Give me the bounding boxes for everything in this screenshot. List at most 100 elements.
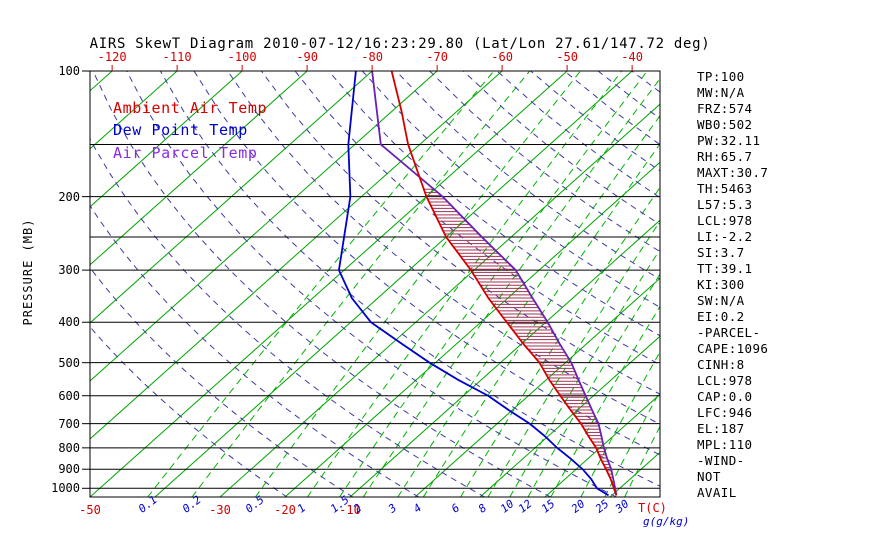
isotherm-line — [479, 335, 660, 497]
mixing-ratio-line — [550, 305, 660, 497]
readout-line: LFC:946 — [697, 405, 753, 420]
mixing-ratio-line — [306, 71, 623, 497]
readout-line: MPL:110 — [697, 437, 753, 452]
legend-dew-point-temp: Dew Point Temp — [113, 121, 248, 139]
top-temp-tick-label: -80 — [361, 50, 383, 64]
mixing-ratio-line — [397, 114, 660, 497]
dry-adiabat-line — [90, 204, 420, 497]
isotherm-line — [154, 71, 633, 497]
readout-line: NOT — [697, 469, 721, 484]
dry-adiabat-line — [395, 71, 660, 280]
mixing-ratio-line — [460, 186, 660, 497]
bottom-temp-tick-label: -10 — [339, 503, 361, 517]
bottom-temp-tick-label: -30 — [209, 503, 231, 517]
mixing-ratio-line — [147, 71, 495, 497]
top-temp-tick-label: -120 — [97, 50, 127, 64]
sounding-readout-panel: TP:100 MW:N/A FRZ:574 WB0:502 PW:32.11 RH:65.… — [697, 69, 768, 501]
isotherm-line — [90, 71, 178, 150]
bottom-temp-tick-label: -20 — [274, 503, 296, 517]
mixing-ratio-unit-label: g(g/kg) — [643, 515, 690, 528]
pressure-axis-title: PRESSURE (MB) — [21, 218, 35, 326]
dry-adiabat-line — [92, 71, 552, 497]
mixing-ratio-line — [362, 77, 660, 497]
dry-adiabat-line — [90, 137, 486, 497]
readout-line: SW:N/A — [697, 293, 745, 308]
isotherm-line — [90, 71, 503, 440]
isotherm-line — [90, 71, 308, 266]
readout-line: MW:N/A — [697, 85, 745, 100]
readout-line: KI:300 — [697, 277, 745, 292]
readout-line: PW:32.11 — [697, 133, 761, 148]
legend-ambient-air-temp: Ambient Air Temp — [113, 99, 268, 117]
readout-line: TT:39.1 — [697, 261, 753, 276]
pressure-tick-label: 500 — [58, 355, 80, 370]
isotherm-line — [90, 71, 113, 92]
readout-line: LCL:978 — [697, 373, 753, 388]
top-temp-tick-label: -50 — [556, 50, 578, 64]
readout-line: MAXT:30.7 — [697, 165, 769, 180]
readout-line: EL:187 — [697, 421, 745, 436]
isotherm-line — [349, 219, 660, 497]
readout-line: WB0:502 — [697, 117, 753, 132]
readout-line: -WIND- — [697, 453, 745, 468]
readout-line: LCL:978 — [697, 213, 753, 228]
dry-adiabat-line — [429, 71, 660, 253]
pressure-tick-label: 300 — [58, 263, 80, 278]
dry-adiabat-line — [90, 326, 288, 497]
page-title: AIRS SkewT Diagram 2010-07-12/16:23:29.8… — [89, 36, 711, 52]
readout-line: CAP:0.0 — [697, 389, 753, 404]
pressure-tick-label: 400 — [58, 315, 80, 330]
top-temp-tick-label: -110 — [162, 50, 192, 64]
readout-line: CINH:8 — [697, 357, 745, 372]
dry-adiabat-line — [766, 71, 870, 497]
dry-adiabat-line — [328, 71, 660, 337]
dry-adiabat-line — [260, 71, 660, 395]
readout-line: AVAIL — [697, 485, 737, 500]
dry-adiabat-line — [496, 71, 660, 199]
dry-adiabat-line — [193, 71, 660, 456]
top-temp-tick-label: -100 — [227, 50, 257, 64]
readout-line: SI:3.7 — [697, 245, 745, 260]
readout-line: LI:-2.2 — [697, 229, 753, 244]
mixing-ratio-line — [191, 71, 531, 497]
isotherm-line — [544, 393, 660, 497]
pressure-tick-label: 1000 — [51, 481, 80, 496]
ambient-air-temp-curve — [390, 71, 618, 496]
dry-adiabat-line — [227, 71, 660, 425]
dry-adiabat-line — [800, 71, 870, 497]
readout-line: CAPE:1096 — [697, 341, 769, 356]
top-temp-tick-label: -40 — [621, 50, 643, 64]
mixing-ratio-line — [580, 351, 660, 497]
readout-line: EI:0.2 — [697, 309, 745, 324]
isotherm-line — [219, 103, 660, 497]
dry-adiabat-line — [294, 71, 660, 366]
air-parcel-temp-curve — [371, 71, 618, 496]
readout-line: L57:5.3 — [697, 197, 753, 212]
legend-air-parcel-temp: Air Parcel Temp — [113, 144, 258, 162]
bottom-temp-tick-label: -50 — [79, 503, 101, 517]
pressure-tick-label: 700 — [58, 416, 80, 431]
mixing-ratio-line — [339, 71, 648, 497]
pressure-tick-label: 600 — [58, 388, 80, 403]
pressure-tick-label: 900 — [58, 462, 80, 477]
readout-line: TH:5463 — [697, 181, 753, 196]
mixing-ratio-line — [422, 143, 660, 497]
dew-point-temp-curve — [337, 71, 610, 497]
pressure-tick-label: 100 — [58, 64, 80, 78]
mixing-ratio-line — [527, 273, 660, 497]
pressure-tick-label: 200 — [58, 189, 80, 204]
readout-line: TP:100 — [697, 69, 745, 84]
readout-line: FRZ:574 — [697, 101, 753, 116]
top-temp-tick-label: -90 — [296, 50, 318, 64]
isotherm-line — [90, 71, 568, 497]
isotherm-line — [90, 71, 243, 208]
isotherm-line — [90, 71, 438, 382]
pressure-tick-label: 800 — [58, 440, 80, 455]
top-temp-tick-label: -60 — [491, 50, 513, 64]
mixing-ratio-line — [254, 71, 581, 497]
top-temp-tick-label: -70 — [426, 50, 448, 64]
isotherm-line — [414, 277, 660, 497]
plot-frame — [89, 70, 661, 498]
